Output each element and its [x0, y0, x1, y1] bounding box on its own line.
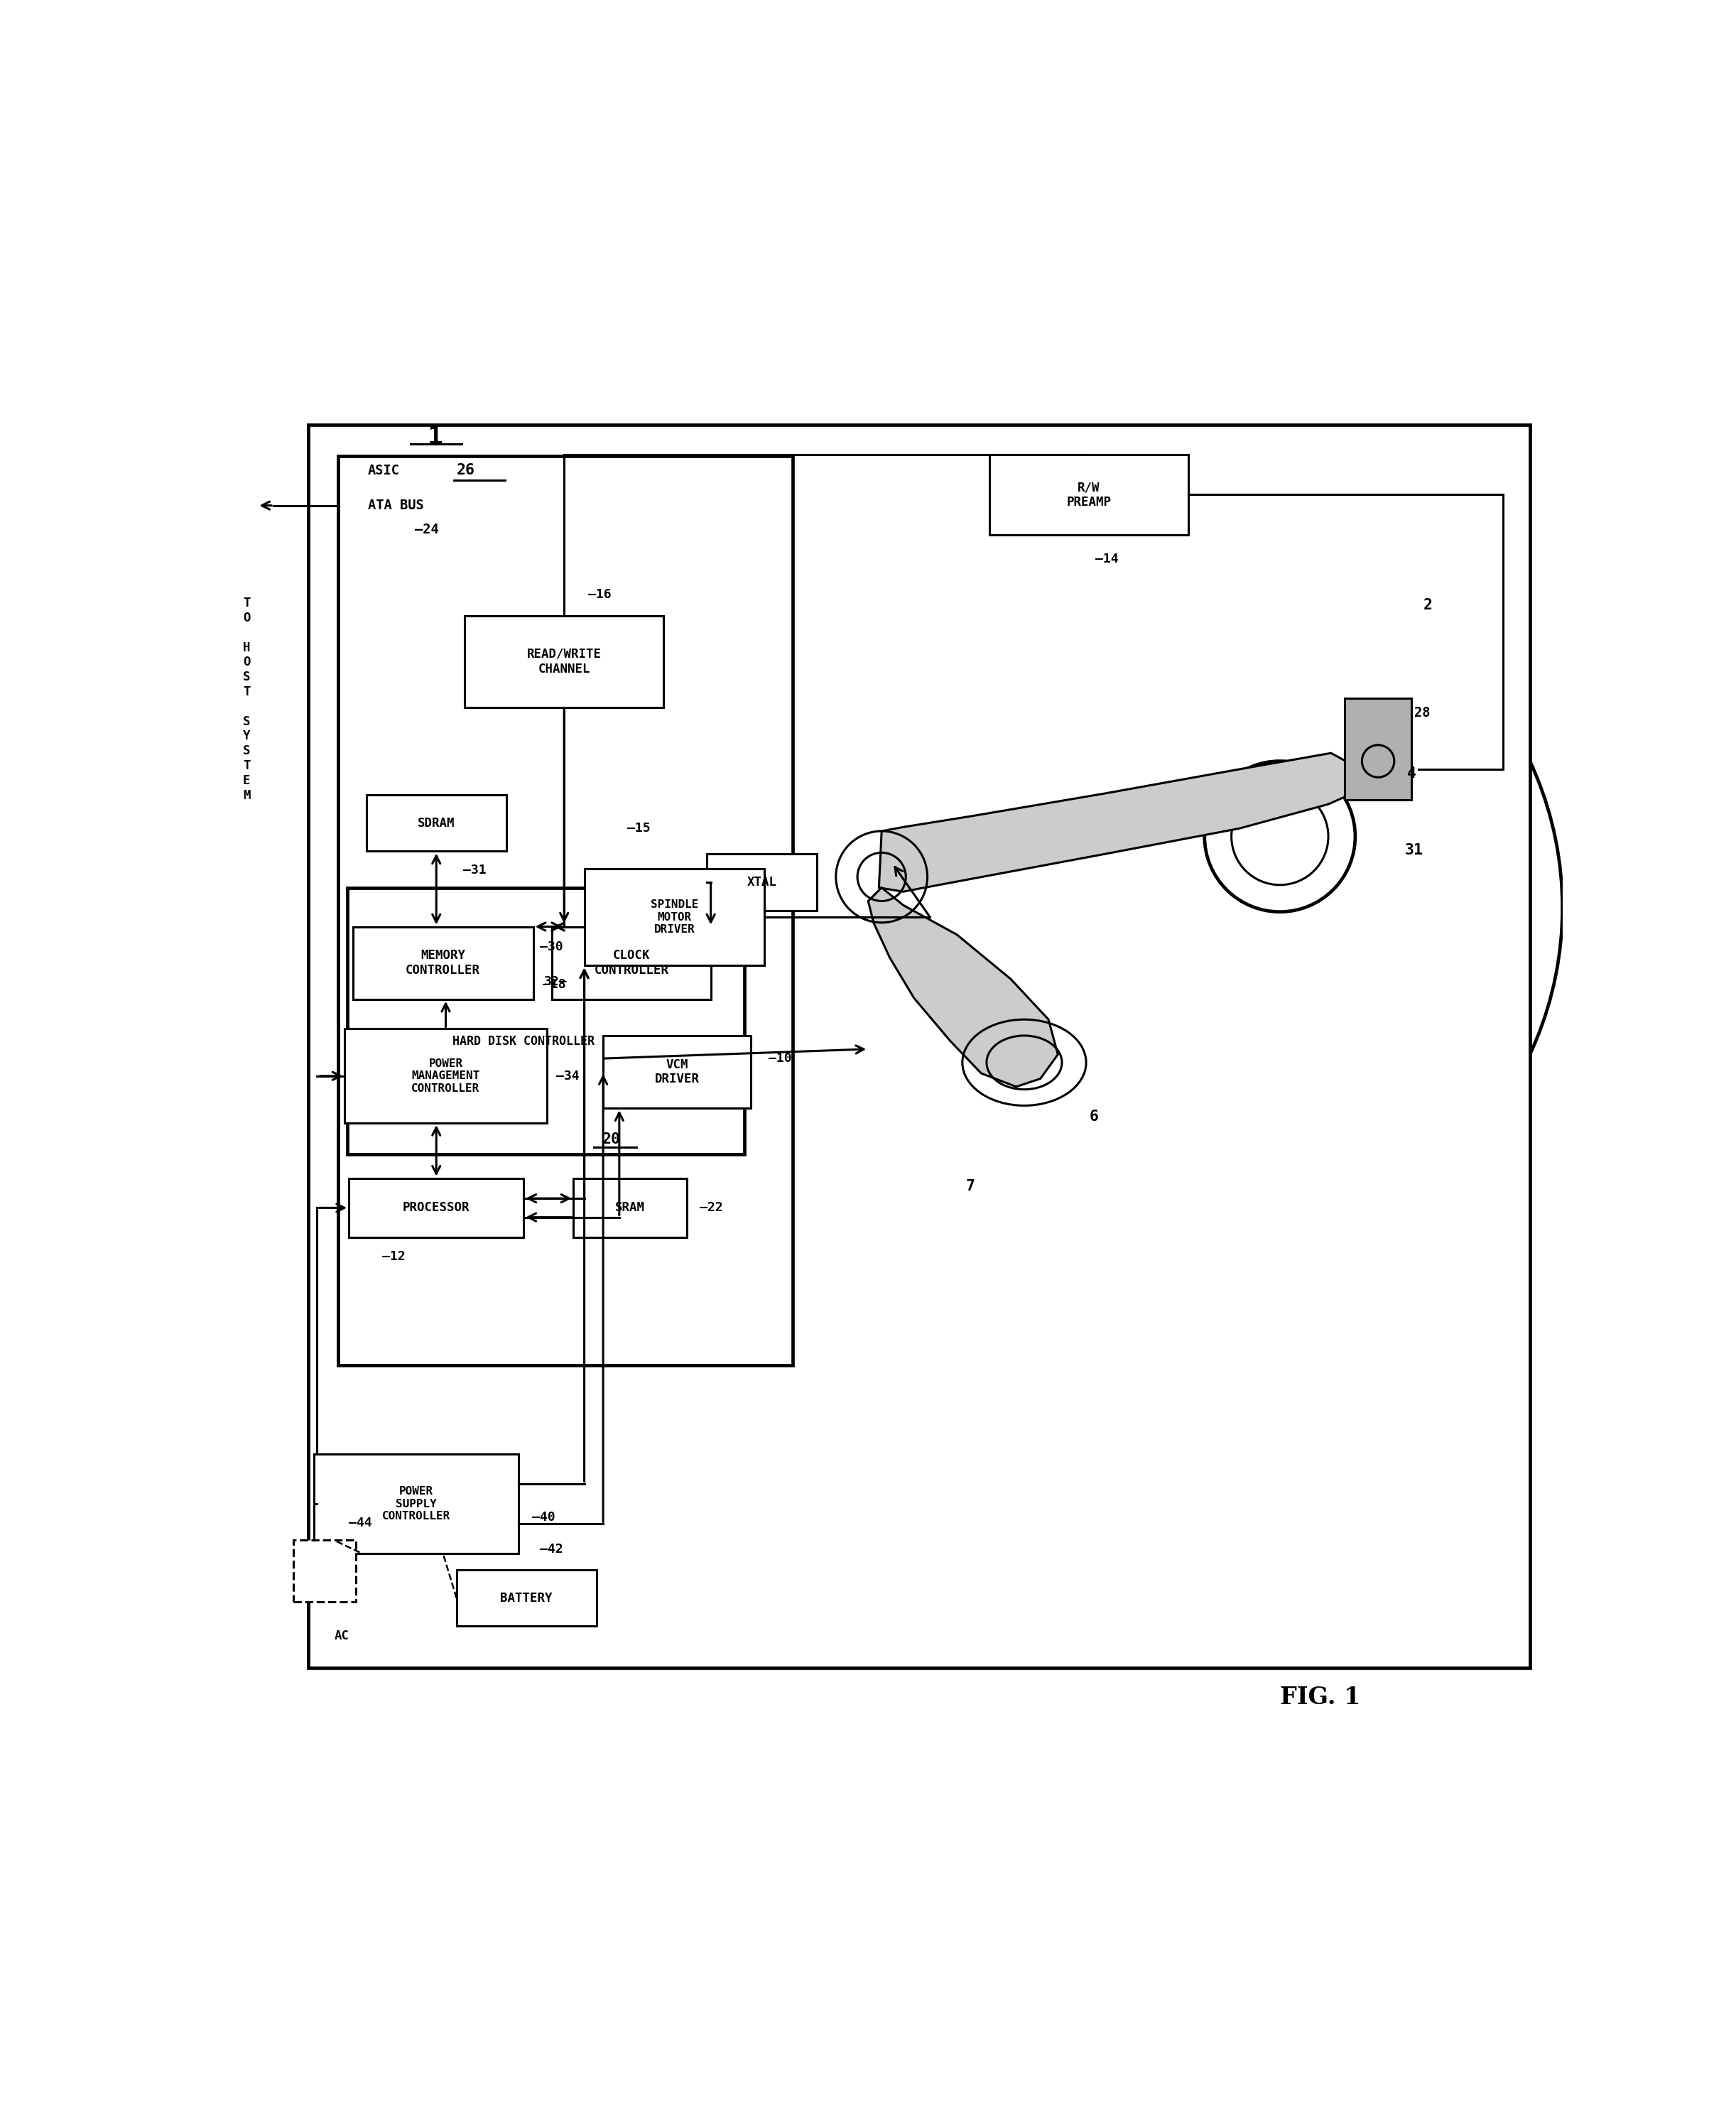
Bar — [347, 888, 745, 1153]
Polygon shape — [878, 753, 1361, 892]
Text: 1: 1 — [427, 425, 443, 448]
Text: BATTERY: BATTERY — [500, 1591, 552, 1605]
Text: —40: —40 — [531, 1511, 556, 1523]
Bar — [602, 1035, 752, 1109]
Bar — [349, 1178, 524, 1237]
Text: SDRAM: SDRAM — [418, 816, 455, 829]
Bar — [707, 854, 818, 911]
Text: T
O
 
H
O
S
T
 
S
Y
S
T
E
M: T O H O S T S Y S T E M — [243, 598, 250, 802]
Text: 7: 7 — [965, 1178, 976, 1193]
Polygon shape — [868, 888, 1057, 1088]
Bar — [345, 1029, 547, 1124]
Text: —16: —16 — [589, 587, 611, 602]
Text: VCM
DRIVER: VCM DRIVER — [654, 1058, 700, 1086]
Text: —14: —14 — [1095, 553, 1118, 566]
Text: —44: —44 — [349, 1517, 372, 1530]
Text: PROCESSOR: PROCESSOR — [403, 1201, 470, 1214]
Bar — [573, 1178, 686, 1237]
Text: —12: —12 — [382, 1250, 406, 1262]
Text: —42: —42 — [540, 1542, 562, 1557]
Text: —24: —24 — [415, 524, 439, 537]
Text: POWER
SUPPLY
CONTROLLER: POWER SUPPLY CONTROLLER — [382, 1485, 450, 1521]
Text: POWER
MANAGEMENT
CONTROLLER: POWER MANAGEMENT CONTROLLER — [411, 1058, 479, 1094]
Text: 32–: 32– — [543, 976, 568, 989]
Text: FIG. 1: FIG. 1 — [1279, 1685, 1361, 1708]
Text: 28: 28 — [1415, 707, 1430, 720]
Bar — [366, 795, 507, 852]
Bar — [314, 1454, 519, 1553]
Text: ASIC: ASIC — [368, 463, 399, 478]
Text: —30: —30 — [540, 940, 562, 953]
Text: 4: 4 — [1408, 766, 1417, 781]
Bar — [457, 1570, 597, 1626]
Text: SPINDLE
MOTOR
DRIVER: SPINDLE MOTOR DRIVER — [651, 901, 698, 934]
Bar — [990, 454, 1189, 534]
Bar — [465, 616, 663, 707]
Text: XTAL: XTAL — [746, 875, 776, 888]
Text: R/W
PREAMP: R/W PREAMP — [1066, 482, 1111, 509]
Bar — [585, 869, 764, 966]
Text: —10: —10 — [769, 1052, 792, 1065]
Text: 26: 26 — [457, 463, 476, 478]
Text: SRAM: SRAM — [615, 1201, 646, 1214]
Text: —31: —31 — [464, 865, 486, 877]
Text: —18: —18 — [543, 978, 566, 991]
Text: HARD DISK CONTROLLER: HARD DISK CONTROLLER — [453, 1035, 594, 1048]
Text: AC: AC — [335, 1628, 349, 1641]
Bar — [552, 926, 710, 999]
Text: 20: 20 — [602, 1132, 620, 1147]
Text: READ/WRITE
CHANNEL: READ/WRITE CHANNEL — [526, 648, 601, 675]
Bar — [352, 926, 533, 999]
Text: 31: 31 — [1404, 844, 1424, 856]
Bar — [1344, 699, 1411, 800]
Text: CLOCK
CONTROLLER: CLOCK CONTROLLER — [594, 949, 668, 976]
Text: MEMORY
CONTROLLER: MEMORY CONTROLLER — [406, 949, 481, 976]
Bar — [339, 457, 793, 1365]
Bar — [293, 1540, 356, 1601]
Text: —15: —15 — [627, 823, 651, 835]
Text: —34: —34 — [556, 1069, 580, 1081]
Text: 2: 2 — [1424, 598, 1432, 612]
Text: —22: —22 — [700, 1201, 724, 1214]
Text: 6: 6 — [1090, 1109, 1099, 1124]
Text: ATA BUS: ATA BUS — [368, 499, 424, 511]
